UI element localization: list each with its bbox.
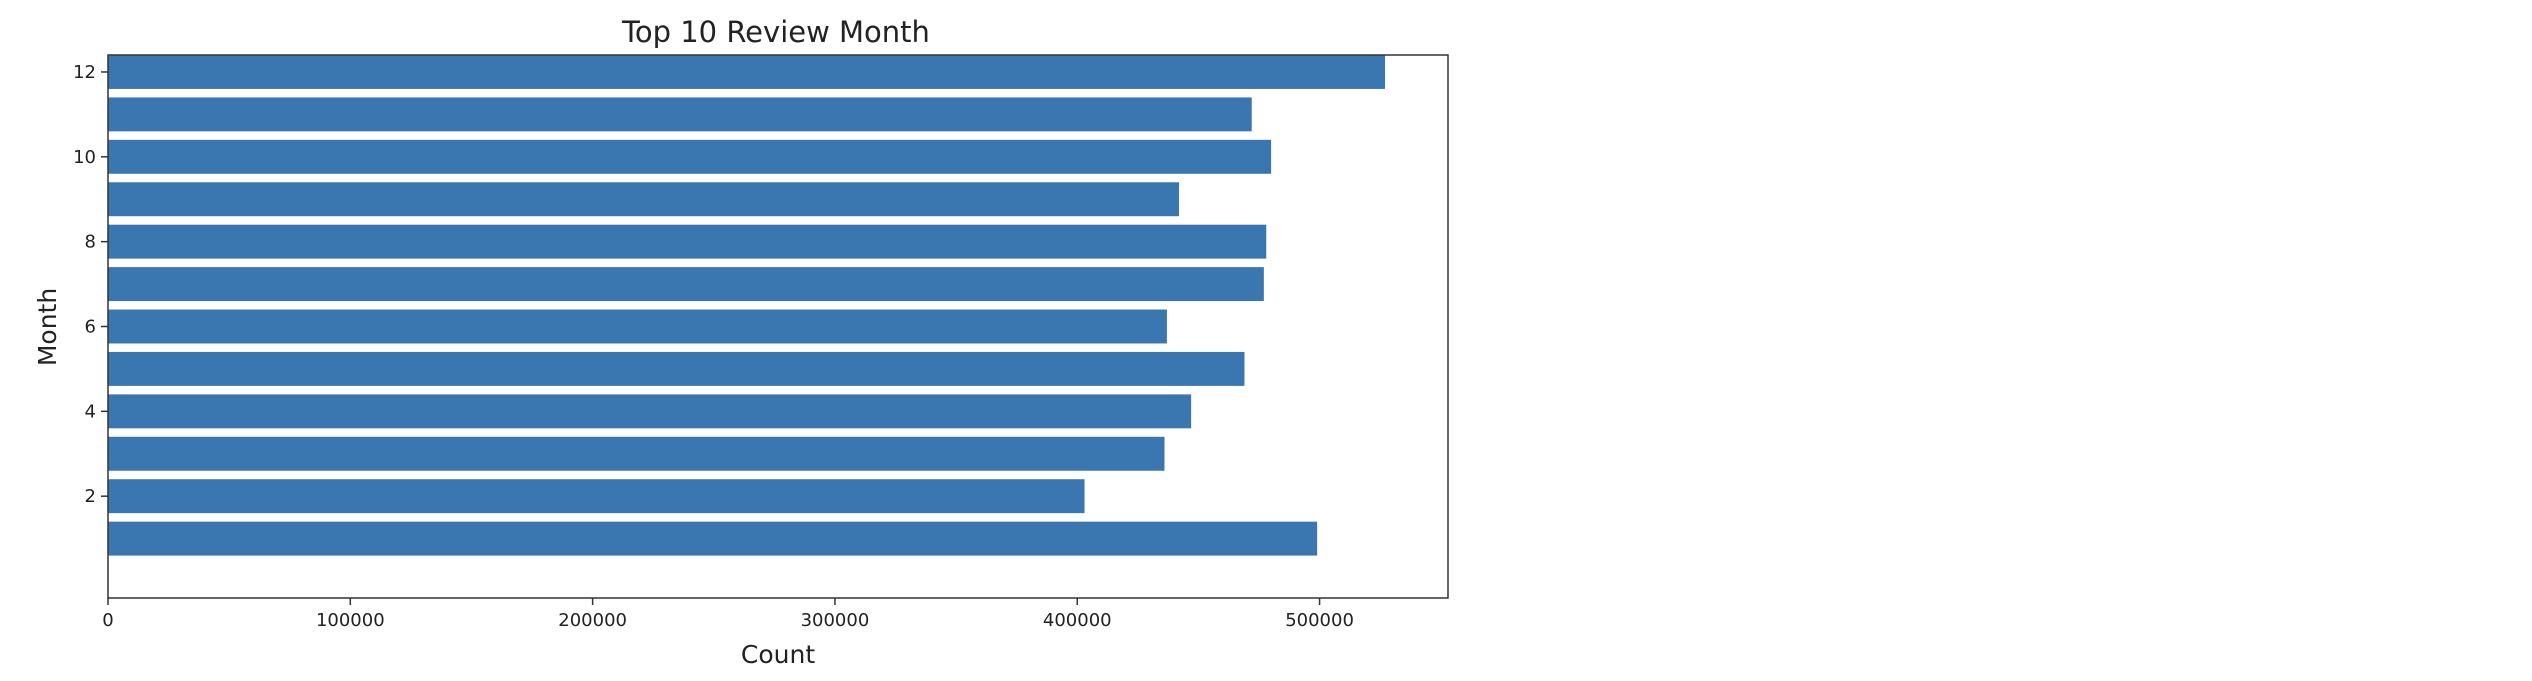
bar-month-6 xyxy=(108,309,1167,344)
bar-month-4 xyxy=(108,394,1192,429)
y-tick-label: 2 xyxy=(85,486,96,507)
bar-month-5 xyxy=(108,351,1245,386)
bar-month-3 xyxy=(108,436,1165,471)
x-axis-label: Count xyxy=(741,640,815,669)
bar-month-12 xyxy=(108,55,1385,89)
y-axis-ticks: 2 4 6 8 10 12 xyxy=(73,62,108,507)
x-tick-label: 400000 xyxy=(1043,610,1112,631)
bar-month-7 xyxy=(108,267,1264,302)
y-tick-label: 12 xyxy=(73,62,96,83)
y-tick-label: 6 xyxy=(85,317,96,338)
bar-month-10 xyxy=(108,139,1272,174)
bars-layer xyxy=(108,55,1385,556)
x-tick-label: 300000 xyxy=(801,610,870,631)
y-tick-label: 10 xyxy=(73,147,96,168)
bar-month-2 xyxy=(108,479,1085,514)
x-tick-label: 500000 xyxy=(1285,610,1354,631)
x-axis-ticks: 0 100000 200000 300000 400000 500000 xyxy=(102,598,1354,631)
bar-month-11 xyxy=(108,97,1252,132)
y-tick-label: 4 xyxy=(85,401,96,422)
y-axis-label: Month xyxy=(33,288,62,366)
bar-month-9 xyxy=(108,182,1180,217)
bar-month-1 xyxy=(108,521,1318,556)
x-tick-label: 200000 xyxy=(558,610,627,631)
x-tick-label: 0 xyxy=(102,610,113,631)
x-tick-label: 100000 xyxy=(316,610,385,631)
chart-title: Top 10 Review Month xyxy=(621,15,930,49)
bar-month-8 xyxy=(108,224,1267,259)
y-tick-label: 8 xyxy=(85,232,96,253)
